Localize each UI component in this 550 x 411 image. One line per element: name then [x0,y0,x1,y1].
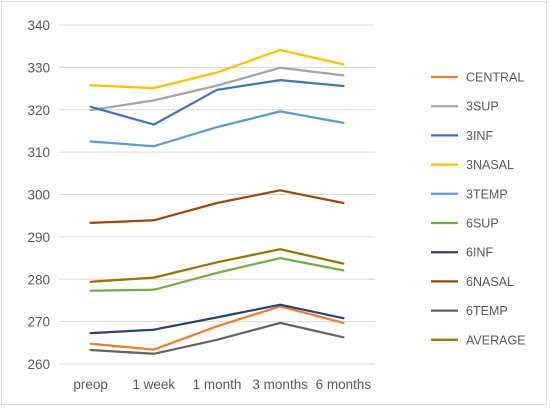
y-tick-label: 340 [27,18,50,33]
x-axis-ticks: preop 1 week 1 month 3 months 6 months [73,377,371,392]
y-tick-label: 330 [27,60,50,75]
legend-label-6sup: 6SUP [466,217,499,231]
x-tick-label: 1 month [193,377,242,392]
y-tick-label: 310 [27,145,50,160]
series-line-3inf [89,78,345,126]
series-line-3sup [89,66,345,112]
series-line-3temp [89,110,345,148]
x-tick-label: 6 months [316,377,372,392]
legend-label-3temp: 3TEMP [466,187,508,201]
legend-label-6nasal: 6NASAL [466,275,514,289]
legend-label-3nasal: 3NASAL [466,158,514,172]
series-line-6temp [89,321,345,355]
y-tick-label: 320 [27,103,50,118]
legend-label-6inf: 6INF [466,246,493,260]
y-tick-label: 280 [27,272,50,287]
series-line-6sup [89,256,345,292]
x-tick-label: preop [73,377,108,392]
legend-label-average: AVERAGE [466,333,526,347]
series-line-6inf [89,303,345,335]
y-tick-label: 290 [27,230,50,245]
legend-label-central: CENTRAL [466,71,524,85]
series-line-average [89,248,345,283]
gridlines [59,24,375,365]
y-tick-label: 300 [27,188,50,203]
y-tick-label: 260 [27,357,50,372]
line-chart: 260 270 280 290 300 310 320 330 340 preop 1 week 1… [27,18,526,392]
y-tick-label: 270 [27,315,50,330]
x-tick-label: 3 months [252,377,308,392]
legend-label-3sup: 3SUP [466,100,499,114]
series-lines [89,48,345,355]
series-line-3nasal [89,48,345,90]
series-line-6nasal [89,189,345,225]
legend-label-6temp: 6TEMP [466,304,508,318]
y-axis-ticks: 260 270 280 290 300 310 320 330 340 [27,18,50,372]
series-line-central [89,305,345,351]
x-tick-label: 1 week [132,377,175,392]
legend-label-3inf: 3INF [466,129,493,143]
chart-frame: 260 270 280 290 300 310 320 330 340 preop 1 week 1… [1,1,547,405]
legend: CENTRAL 3SUP 3INF 3NASAL 3TEMP 6SUP 6INF 6NASAL… [431,71,526,347]
